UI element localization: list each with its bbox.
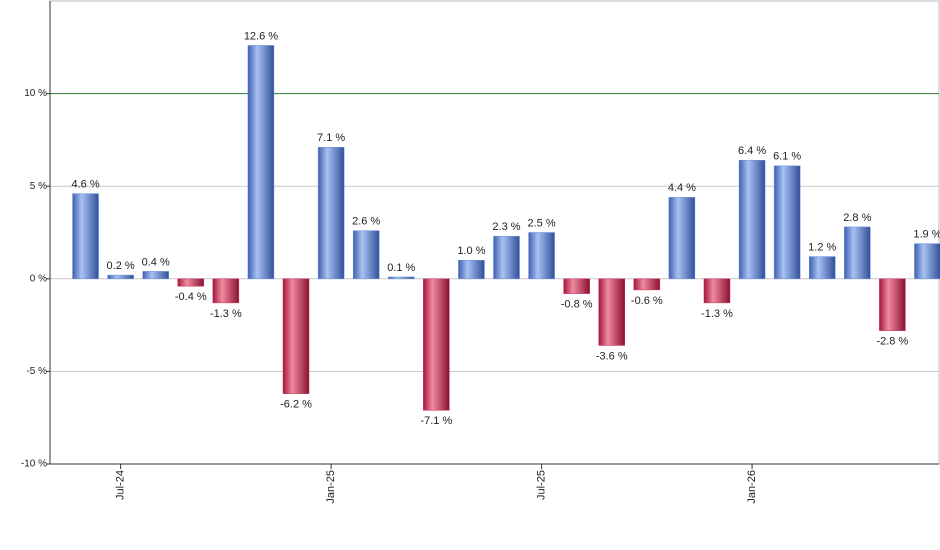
value-label: -0.6 % xyxy=(631,295,663,307)
value-label: 0.1 % xyxy=(387,262,415,274)
value-label: 1.0 % xyxy=(457,245,485,257)
value-label: -2.8 % xyxy=(876,336,908,348)
value-label: 2.8 % xyxy=(843,212,871,224)
bar xyxy=(72,193,99,280)
value-label: 4.6 % xyxy=(71,179,99,191)
value-label: 0.2 % xyxy=(107,260,135,272)
bar xyxy=(388,276,415,280)
value-label: 4.4 % xyxy=(668,182,696,194)
bar xyxy=(282,278,310,394)
bar xyxy=(107,274,134,280)
value-label: -1.3 % xyxy=(210,308,242,320)
value-label: -7.1 % xyxy=(420,415,452,427)
bar xyxy=(773,165,801,280)
value-label: 12.6 % xyxy=(244,30,278,42)
value-label: 1.2 % xyxy=(808,241,836,253)
bar xyxy=(142,271,169,280)
bar xyxy=(914,243,940,280)
value-label: -0.8 % xyxy=(561,299,593,311)
bar xyxy=(423,278,450,411)
y-tick-label: -5 % xyxy=(26,366,47,377)
value-label: -6.2 % xyxy=(280,399,312,411)
bar xyxy=(247,45,275,280)
value-label: 2.3 % xyxy=(492,221,520,233)
bar xyxy=(458,260,485,280)
bar xyxy=(633,278,661,291)
x-tick-label: Jan-26 xyxy=(746,470,758,504)
bar xyxy=(879,278,906,331)
bar xyxy=(703,278,731,304)
bar xyxy=(493,235,520,280)
bar xyxy=(177,278,205,287)
bar xyxy=(317,147,345,280)
value-label: -0.4 % xyxy=(175,291,207,303)
bar xyxy=(528,232,555,280)
value-label: -1.3 % xyxy=(701,308,733,320)
value-label: 0.4 % xyxy=(142,256,170,268)
y-tick-label: -10 % xyxy=(21,459,47,470)
y-tick-label: 5 % xyxy=(30,181,47,192)
value-label: 1.9 % xyxy=(913,229,940,241)
y-tick-label: 10 % xyxy=(24,88,47,99)
value-label: 6.4 % xyxy=(738,145,766,157)
value-label: 6.1 % xyxy=(773,151,801,163)
bar xyxy=(668,197,696,280)
bar xyxy=(212,278,240,304)
x-tick-label: Jul-24 xyxy=(115,470,127,500)
y-tick-label: 0 % xyxy=(30,273,47,284)
value-label: 2.6 % xyxy=(352,216,380,228)
x-tick-label: Jul-25 xyxy=(535,470,547,500)
bar xyxy=(844,226,871,280)
value-label: -3.6 % xyxy=(596,350,628,362)
bar xyxy=(352,230,380,280)
x-tick-label: Jan-25 xyxy=(325,470,337,504)
value-label: 2.5 % xyxy=(528,217,556,229)
bar xyxy=(738,160,766,280)
bar xyxy=(808,256,836,280)
value-label: 7.1 % xyxy=(317,132,345,144)
bar xyxy=(598,278,625,346)
bar xyxy=(563,278,590,294)
